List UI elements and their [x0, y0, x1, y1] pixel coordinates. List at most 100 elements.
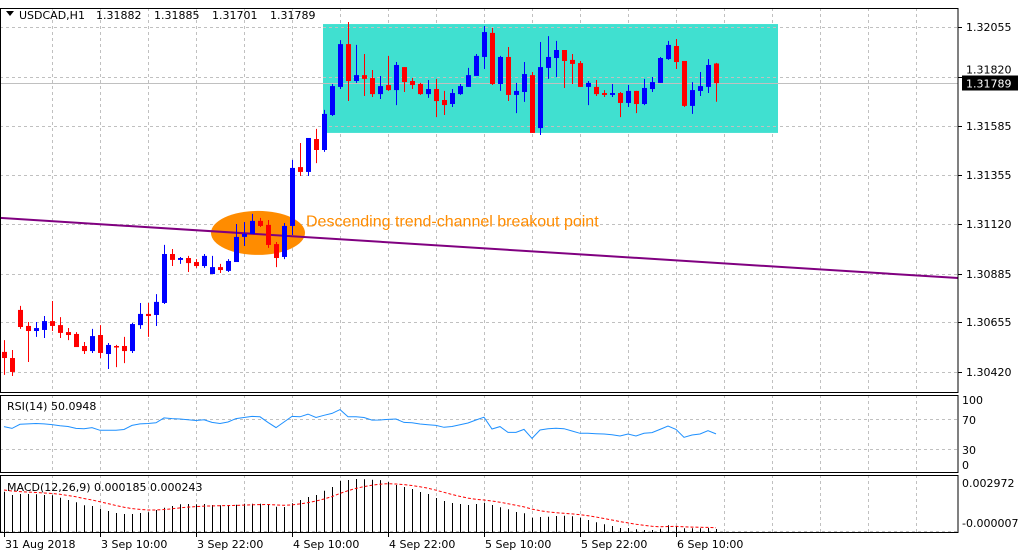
bullish-candle[interactable] [242, 221, 247, 246]
bullish-candle[interactable] [226, 259, 231, 272]
candle-body [330, 86, 335, 115]
bearish-candle[interactable] [418, 82, 423, 95]
bearish-candle[interactable] [410, 78, 415, 90]
bearish-candle[interactable] [218, 263, 223, 273]
bullish-candle[interactable] [690, 82, 695, 114]
bearish-candle[interactable] [714, 62, 719, 102]
bearish-candle[interactable] [122, 336, 127, 364]
bullish-candle[interactable] [450, 89, 455, 107]
bearish-candle[interactable] [82, 341, 87, 355]
bullish-candle[interactable] [154, 294, 159, 326]
bullish-candle[interactable] [330, 83, 335, 117]
bearish-candle[interactable] [530, 71, 535, 133]
bearish-candle[interactable] [570, 54, 575, 84]
bearish-candle[interactable] [618, 91, 623, 118]
bullish-candle[interactable] [210, 255, 215, 275]
bullish-candle[interactable] [394, 62, 399, 106]
bullish-candle[interactable] [706, 59, 711, 94]
bearish-candle[interactable] [346, 21, 351, 102]
bearish-candle[interactable] [442, 90, 447, 115]
candle-body [298, 167, 303, 172]
candle-body [482, 32, 487, 57]
bullish-candle[interactable] [514, 82, 519, 114]
bearish-candle[interactable] [370, 70, 375, 98]
bearish-candle[interactable] [402, 67, 407, 92]
bearish-candle[interactable] [194, 259, 199, 268]
bearish-candle[interactable] [314, 128, 319, 164]
bearish-candle[interactable] [258, 217, 263, 228]
bullish-candle[interactable] [650, 77, 655, 92]
candle-body [218, 267, 223, 271]
bearish-candle[interactable] [578, 60, 583, 87]
bullish-candle[interactable] [306, 137, 311, 176]
bullish-candle[interactable] [642, 78, 647, 106]
bullish-candle[interactable] [130, 322, 135, 353]
bearish-candle[interactable] [682, 60, 687, 107]
bearish-candle[interactable] [58, 317, 63, 338]
bullish-candle[interactable] [426, 79, 431, 98]
descending-trendline[interactable] [0, 216, 959, 280]
bearish-candle[interactable] [298, 143, 303, 176]
bearish-candle[interactable] [26, 321, 31, 363]
bullish-candle[interactable] [538, 41, 543, 136]
bullish-candle[interactable] [586, 81, 591, 106]
bearish-candle[interactable] [74, 332, 79, 348]
bearish-candle[interactable] [170, 248, 175, 267]
bullish-candle[interactable] [34, 321, 39, 337]
bullish-candle[interactable] [626, 85, 631, 107]
bearish-candle[interactable] [594, 79, 599, 96]
bearish-candle[interactable] [98, 325, 103, 359]
bullish-candle[interactable] [354, 44, 359, 83]
bearish-candle[interactable] [2, 340, 7, 375]
bullish-candle[interactable] [554, 40, 559, 78]
bearish-candle[interactable] [506, 47, 511, 102]
bullish-candle[interactable] [458, 83, 463, 95]
bullish-candle[interactable] [290, 159, 295, 236]
bearish-candle[interactable] [490, 28, 495, 86]
bullish-candle[interactable] [466, 67, 471, 87]
bullish-candle[interactable] [322, 109, 327, 152]
triangle-down-icon[interactable] [6, 11, 14, 16]
bullish-candle[interactable] [378, 75, 383, 99]
bearish-candle[interactable] [602, 90, 607, 98]
candle-body [626, 90, 631, 103]
bearish-candle[interactable] [386, 55, 391, 91]
bullish-candle[interactable] [338, 40, 343, 90]
bearish-candle[interactable] [634, 90, 639, 114]
bullish-candle[interactable] [42, 316, 47, 338]
bullish-candle[interactable] [202, 254, 207, 268]
current-price-label: 1.31789 [966, 78, 1012, 91]
bearish-candle[interactable] [50, 301, 55, 332]
bullish-candle[interactable] [698, 71, 703, 96]
bullish-candle[interactable] [138, 302, 143, 329]
bearish-candle[interactable] [266, 220, 271, 248]
rsi-line [3, 409, 717, 440]
bearish-candle[interactable] [186, 255, 191, 272]
bearish-candle[interactable] [562, 50, 567, 88]
bullish-candle[interactable] [90, 328, 95, 353]
bullish-candle[interactable] [234, 224, 239, 263]
bullish-candle[interactable] [658, 56, 663, 83]
bullish-candle[interactable] [282, 222, 287, 260]
bullish-candle[interactable] [250, 213, 255, 234]
bearish-candle[interactable] [66, 328, 71, 341]
bearish-candle[interactable] [10, 350, 15, 376]
bearish-candle[interactable] [146, 302, 151, 337]
bullish-candle[interactable] [474, 54, 479, 76]
bullish-candle[interactable] [522, 62, 527, 102]
bullish-candle[interactable] [178, 256, 183, 264]
bearish-candle[interactable] [434, 78, 439, 118]
bullish-candle[interactable] [106, 343, 111, 369]
bullish-candle[interactable] [610, 83, 615, 98]
bullish-candle[interactable] [162, 244, 167, 305]
bearish-candle[interactable] [274, 241, 279, 268]
bullish-candle[interactable] [498, 55, 503, 91]
bearish-candle[interactable] [114, 344, 119, 368]
bearish-candle[interactable] [362, 54, 367, 96]
bearish-candle[interactable] [674, 39, 679, 69]
bullish-candle[interactable] [482, 25, 487, 69]
bullish-candle[interactable] [546, 36, 551, 79]
bullish-candle[interactable] [666, 40, 671, 60]
bearish-candle[interactable] [18, 305, 23, 329]
